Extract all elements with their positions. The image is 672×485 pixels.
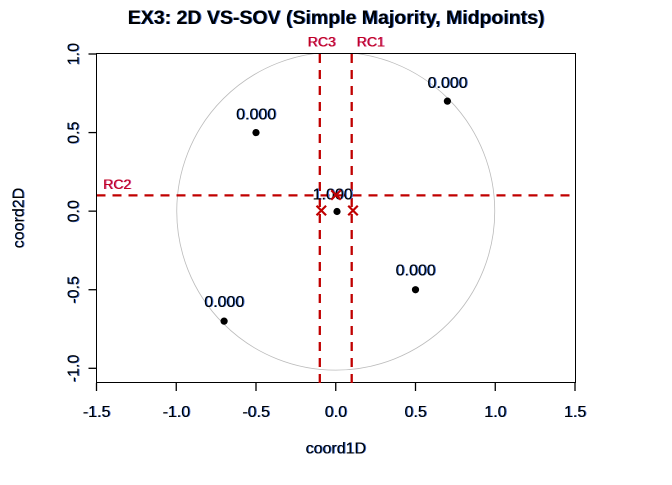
svg-text:0.000: 0.000 <box>204 294 244 311</box>
svg-text:1.0: 1.0 <box>65 43 82 65</box>
svg-text:0.5: 0.5 <box>65 121 82 143</box>
svg-text:coord1D: coord1D <box>306 441 366 458</box>
svg-text:-0.5: -0.5 <box>65 276 82 304</box>
svg-text:RC1: RC1 <box>357 34 385 50</box>
svg-text:EX3: 2D VS-SOV (Simple Majorit: EX3: 2D VS-SOV (Simple Majority, Midpoin… <box>128 7 545 29</box>
svg-text:0.000: 0.000 <box>395 263 435 280</box>
svg-text:RC3: RC3 <box>308 34 336 50</box>
svg-text:1.0: 1.0 <box>484 404 506 421</box>
svg-text:coord2D: coord2D <box>11 188 28 248</box>
svg-text:0.0: 0.0 <box>325 404 347 421</box>
svg-text:0.5: 0.5 <box>404 404 426 421</box>
svg-text:0.000: 0.000 <box>236 107 276 124</box>
svg-text:-0.5: -0.5 <box>242 404 270 421</box>
svg-text:RC2: RC2 <box>103 176 131 192</box>
svg-text:-1.0: -1.0 <box>65 354 82 382</box>
svg-text:0.0: 0.0 <box>65 200 82 222</box>
svg-text:-1.5: -1.5 <box>83 404 111 421</box>
svg-text:0.000: 0.000 <box>427 75 467 92</box>
svg-text:1.000: 1.000 <box>312 187 352 204</box>
svg-text:1.5: 1.5 <box>564 404 586 421</box>
svg-text:-1.0: -1.0 <box>162 404 190 421</box>
